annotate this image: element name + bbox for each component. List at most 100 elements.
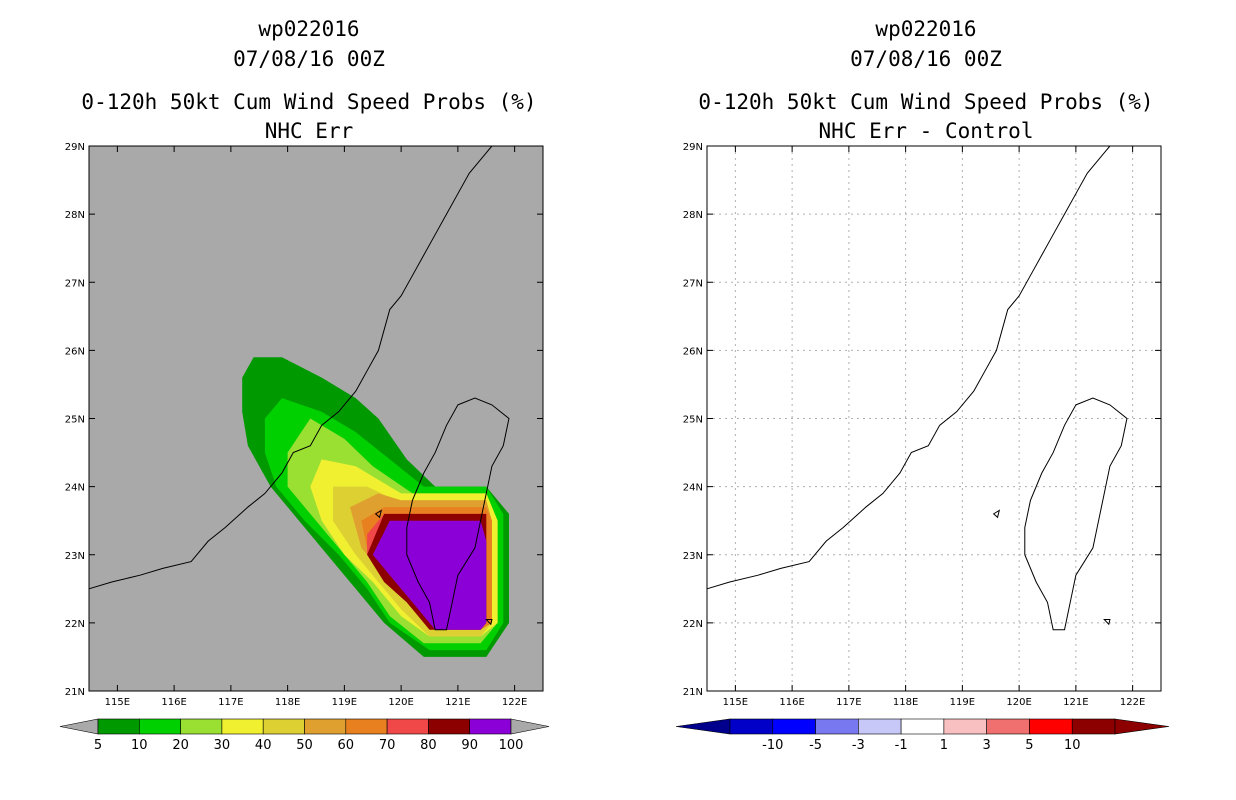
- colorbar-label: 5: [1025, 738, 1033, 753]
- panel-nhc-err-minus-control: wp022016 07/08/16 00Z 0-120h 50kt Cum Wind…: [675, 17, 1170, 753]
- x-tick-label: 120E: [388, 697, 413, 708]
- colorbar-label: 50: [296, 738, 313, 753]
- coastline-mainland: [88, 145, 493, 590]
- colorbar-segment: [139, 718, 181, 735]
- x-tick-label: 119E: [950, 697, 975, 708]
- coastline-island: [992, 509, 1001, 519]
- y-tick-label: 28N: [683, 210, 703, 221]
- colorbar-label: 10: [1064, 738, 1081, 753]
- colorbar-segment: [97, 718, 140, 735]
- x-tick-label: 122E: [1120, 697, 1145, 708]
- colorbar: 5 10 20 30 40 50 60 70 80 90 100: [59, 718, 550, 753]
- colorbar-label: 1: [940, 738, 948, 753]
- colorbar-label: 60: [338, 738, 355, 753]
- y-tick-label: 23N: [65, 551, 85, 562]
- colorbar-segment: [900, 718, 945, 735]
- y-tick-label: 22N: [65, 619, 85, 630]
- coastline-taiwan: [406, 397, 510, 631]
- title-line-1: wp022016: [258, 17, 359, 41]
- x-tick-label: 119E: [332, 697, 357, 708]
- colorbar-label: 20: [172, 738, 189, 753]
- title-line-3: 0-120h 50kt Cum Wind Speed Probs (%): [698, 90, 1153, 114]
- y-tick-label: 27N: [65, 278, 85, 289]
- y-tick-label: 29N: [683, 142, 703, 153]
- colorbar-label: 10: [131, 738, 148, 753]
- probability-contours: [242, 357, 509, 657]
- y-tick-label: 26N: [65, 346, 85, 357]
- y-tick-label: 23N: [683, 551, 703, 562]
- colorbar-segment: [943, 718, 987, 735]
- colorbar-segment: [1029, 718, 1073, 735]
- coastline-taiwan: [1024, 397, 1128, 631]
- colorbar-label: 40: [255, 738, 272, 753]
- x-tick-label: 120E: [1006, 697, 1031, 708]
- x-tick-label: 118E: [275, 697, 300, 708]
- title-line-4: NHC Err: [265, 119, 354, 143]
- colorbar-segment: [986, 718, 1030, 735]
- colorbar-segment: [345, 718, 388, 735]
- colorbar-label: 5: [94, 738, 102, 753]
- y-tick-label: 25N: [683, 415, 703, 426]
- colorbar: -10 -5 -3 -1 1 3 5 10: [675, 718, 1170, 753]
- colorbar-segment: [180, 718, 223, 735]
- coastline-island: [374, 509, 383, 519]
- x-tick-label: 118E: [893, 697, 918, 708]
- y-tick-label: 21N: [65, 687, 85, 698]
- colorbar-segment: [729, 718, 774, 735]
- y-tick-label: 22N: [683, 619, 703, 630]
- colorbar-end-high: [510, 718, 550, 735]
- colorbar-label: 30: [214, 738, 231, 753]
- y-tick-label: 21N: [683, 687, 703, 698]
- colorbar-segment: [386, 718, 429, 735]
- coastline: [88, 145, 510, 631]
- colorbar-segment: [772, 718, 816, 735]
- colorbar-segment: [815, 718, 859, 735]
- y-tick-label: 28N: [65, 210, 85, 221]
- x-tick-label: 121E: [445, 697, 470, 708]
- colorbar-label: -10: [762, 738, 783, 753]
- contour-90: [372, 520, 487, 630]
- colorbar-label: -1: [895, 738, 908, 753]
- x-tick-label: 115E: [723, 697, 748, 708]
- title-line-2: 07/08/16 00Z: [233, 47, 385, 71]
- colorbar-label: 100: [499, 738, 524, 753]
- title-line-1: wp022016: [875, 17, 976, 41]
- panel-nhc-err: wp022016 07/08/16 00Z 0-120h 50kt Cum Wind…: [59, 17, 550, 753]
- x-tick-label: 115E: [105, 697, 130, 708]
- x-tick-label: 116E: [161, 697, 186, 708]
- y-tick-label: 24N: [65, 483, 85, 494]
- y-tick-label: 29N: [65, 142, 85, 153]
- colorbar-end-low: [59, 718, 99, 735]
- title-line-3: 0-120h 50kt Cum Wind Speed Probs (%): [81, 90, 536, 114]
- colorbar-segment: [858, 718, 902, 735]
- y-tick-label: 24N: [683, 483, 703, 494]
- colorbar-segment: [304, 718, 347, 735]
- colorbar-segment: [221, 718, 264, 735]
- colorbar-segment: [262, 718, 305, 735]
- colorbar-end-high: [1114, 718, 1170, 735]
- y-tick-label: 27N: [683, 278, 703, 289]
- x-tick-label: 117E: [218, 697, 243, 708]
- colorbar-label: -3: [852, 738, 865, 753]
- colorbar-end-low: [675, 718, 731, 735]
- coastline-island: [1103, 618, 1111, 626]
- x-tick-label: 121E: [1063, 697, 1088, 708]
- colorbar-segment: [469, 718, 512, 735]
- title-line-4: NHC Err - Control: [819, 119, 1034, 143]
- colorbar-label: -5: [809, 738, 822, 753]
- x-tick-label: 117E: [836, 697, 861, 708]
- colorbar-label: 70: [379, 738, 396, 753]
- x-tick-label: 122E: [502, 697, 527, 708]
- colorbar-segment: [428, 718, 470, 735]
- colorbar-label: 90: [461, 738, 478, 753]
- coastline-island: [485, 618, 493, 626]
- x-tick-label: 116E: [779, 697, 804, 708]
- coastline-mainland: [706, 145, 1111, 590]
- coastline: [706, 145, 1128, 631]
- colorbar-label: 80: [420, 738, 437, 753]
- colorbar-label: 3: [983, 738, 991, 753]
- colorbar-segment: [1071, 718, 1116, 735]
- title-line-2: 07/08/16 00Z: [850, 47, 1002, 71]
- y-tick-label: 26N: [683, 346, 703, 357]
